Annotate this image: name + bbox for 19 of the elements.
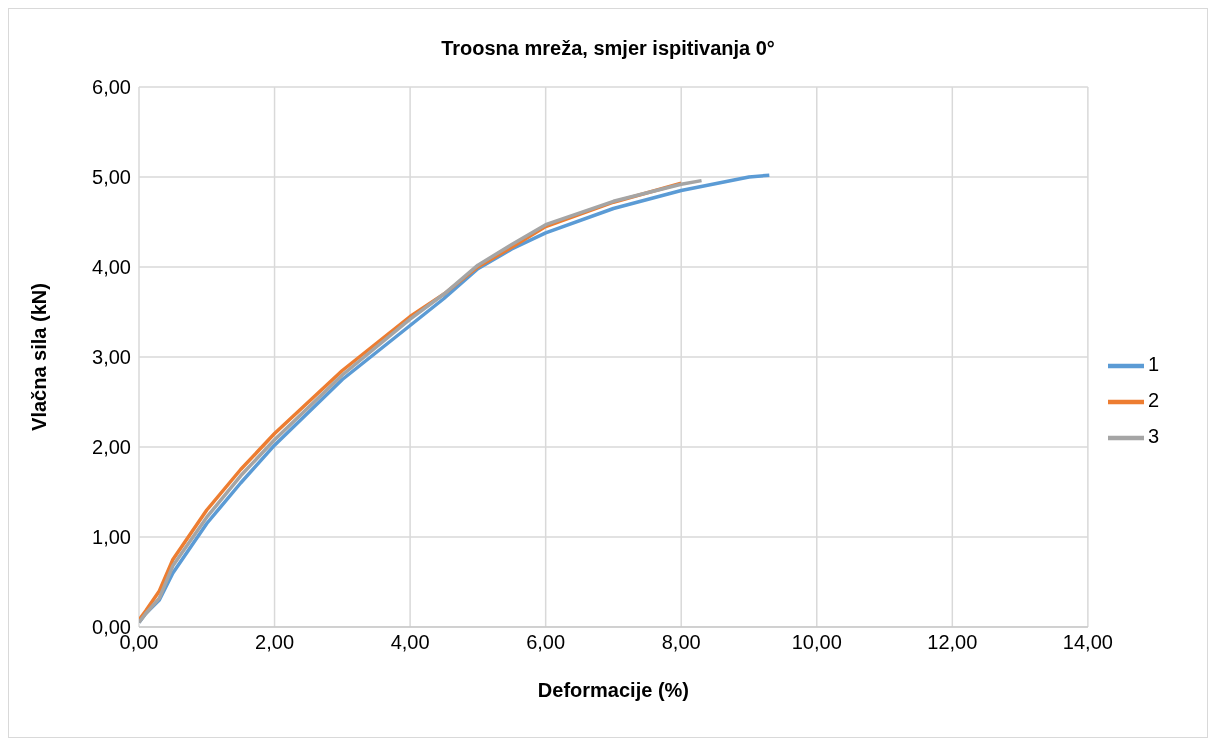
legend-label: 3 — [1147, 425, 1159, 448]
x-tick-label: 8,00 — [661, 631, 701, 654]
x-tick-label: 6,00 — [526, 631, 566, 654]
chart-title: Troosna mreža, smjer ispitivanja 0° — [440, 36, 776, 61]
x-axis-title: Deformacije (%) — [537, 679, 690, 701]
y-axis-title: Vlačna sila (kN) — [28, 283, 51, 431]
x-tick-label: 14,00 — [1062, 631, 1113, 654]
y-tick-label: 1,00 — [92, 526, 131, 549]
x-tick-label: 2,00 — [255, 631, 295, 654]
y-tick-label: 6,00 — [92, 76, 131, 99]
x-tick-label: 10,00 — [791, 631, 842, 654]
y-tick-label: 4,00 — [92, 256, 131, 279]
legend-label: 1 — [1147, 353, 1159, 376]
y-tick-label: 5,00 — [92, 166, 131, 189]
legend-label: 2 — [1147, 389, 1159, 412]
x-tick-label: 12,00 — [927, 631, 978, 654]
y-tick-label: 2,00 — [92, 436, 131, 459]
x-tick-label: 4,00 — [390, 631, 430, 654]
y-tick-label: 3,00 — [92, 346, 131, 369]
